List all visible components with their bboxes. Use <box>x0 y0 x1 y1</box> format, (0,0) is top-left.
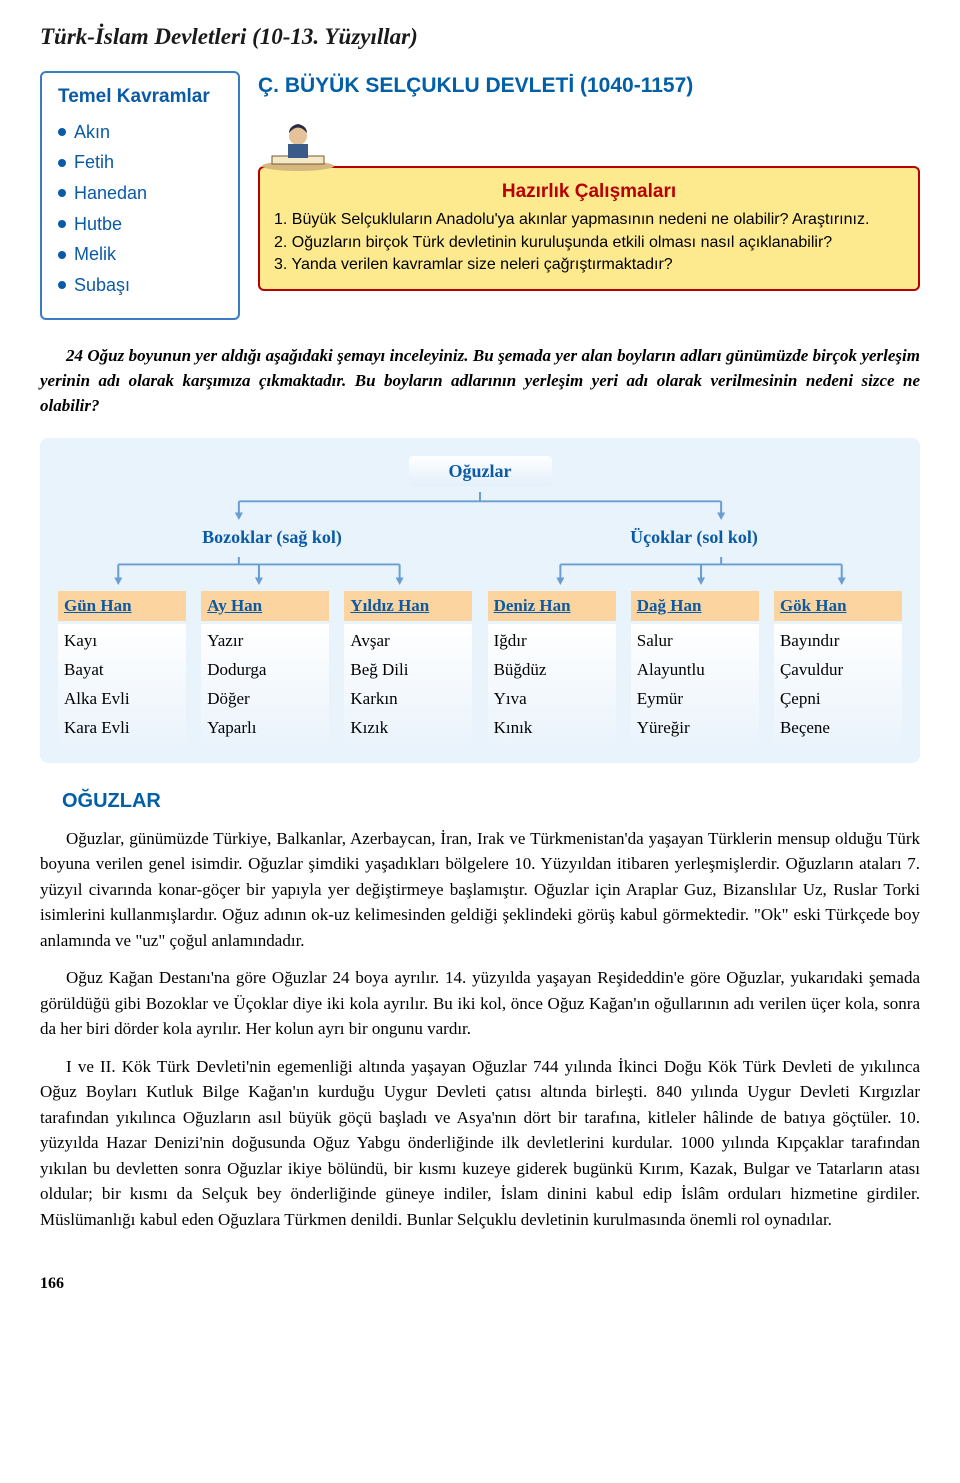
leaf-column: Dağ HanSalurAlayuntluEymürYüreğir <box>631 591 759 749</box>
leaf-item: Dodurga <box>207 656 329 685</box>
leaf-items: YazırDodurgaDöğerYaparlı <box>201 624 329 749</box>
leaf-item: Büğdüz <box>494 656 616 685</box>
leaf-item: Döğer <box>207 685 329 714</box>
leaf-item: Alayuntlu <box>637 656 759 685</box>
bullet-icon <box>58 159 66 167</box>
leaf-column: Gök HanBayındırÇavuldurÇepniBeçene <box>774 591 902 749</box>
leaf-item: Yıva <box>494 685 616 714</box>
leaf-items: BayındırÇavuldurÇepniBeçene <box>774 624 902 749</box>
leaf-column: Gün HanKayıBayatAlka EvliKara Evli <box>58 591 186 749</box>
study-illustration-row <box>258 112 920 166</box>
concept-item: Fetih <box>58 147 222 178</box>
leaf-column: Deniz HanIğdırBüğdüzYıvaKınık <box>488 591 616 749</box>
prep-box: Hazırlık Çalışmaları 1. Büyük Selçuklula… <box>258 166 920 291</box>
bullet-icon <box>58 189 66 197</box>
concept-item: Hutbe <box>58 209 222 240</box>
concept-item: Melik <box>58 239 222 270</box>
oguzlar-para-3: I ve II. Kök Türk Devleti'nin egemenliği… <box>40 1054 920 1233</box>
bullet-icon <box>58 128 66 136</box>
leaf-head: Ay Han <box>201 591 329 622</box>
leaf-item: Kara Evli <box>64 714 186 743</box>
oguzlar-para-1: Oğuzlar, günümüzde Türkiye, Balkanlar, A… <box>40 826 920 954</box>
concept-item: Akın <box>58 117 222 148</box>
leaf-item: Beçene <box>780 714 902 743</box>
leaf-head: Dağ Han <box>631 591 759 622</box>
leaf-column: Ay HanYazırDodurgaDöğerYaparlı <box>201 591 329 749</box>
leaf-item: Çavuldur <box>780 656 902 685</box>
leaf-items: KayıBayatAlka EvliKara Evli <box>58 624 186 749</box>
page-number: 166 <box>40 1272 920 1295</box>
schema-lines-level-2 <box>58 557 902 585</box>
leaf-items: AvşarBeğ DiliKarkınKızık <box>344 624 472 749</box>
leaf-item: Salur <box>637 627 759 656</box>
leaf-item: Alka Evli <box>64 685 186 714</box>
concept-item: Hanedan <box>58 178 222 209</box>
leaf-item: Yaparlı <box>207 714 329 743</box>
study-person-icon <box>258 112 338 172</box>
schema-branches: Bozoklar (sağ kol) Üçoklar (sol kol) <box>58 524 902 550</box>
concept-label: Fetih <box>74 147 114 178</box>
schema-root-label: Oğuzlar <box>409 456 552 486</box>
leaf-item: Kızık <box>350 714 472 743</box>
bullet-icon <box>58 220 66 228</box>
page-title: Türk-İslam Devletleri (10-13. Yüzyıllar) <box>40 20 920 53</box>
prep-title: Hazırlık Çalışmaları <box>274 178 904 206</box>
leaf-items: IğdırBüğdüzYıvaKınık <box>488 624 616 749</box>
leaf-head: Gök Han <box>774 591 902 622</box>
leaf-item: Yüreğir <box>637 714 759 743</box>
prep-body: 1. Büyük Selçukluların Anadolu'ya akınla… <box>274 209 904 276</box>
concept-label: Hanedan <box>74 178 147 209</box>
leaf-item: Çepni <box>780 685 902 714</box>
concepts-title: Temel Kavramlar <box>58 83 222 111</box>
oguzlar-para-2: Oğuz Kağan Destanı'na göre Oğuzlar 24 bo… <box>40 965 920 1042</box>
leaf-head: Gün Han <box>58 591 186 622</box>
leaf-column: Yıldız HanAvşarBeğ DiliKarkınKızık <box>344 591 472 749</box>
leaf-head: Yıldız Han <box>344 591 472 622</box>
leaf-item: Iğdır <box>494 627 616 656</box>
concept-item: Subaşı <box>58 270 222 301</box>
leaf-item: Bayındır <box>780 627 902 656</box>
branch-label: Üçoklar (sol kol) <box>630 524 758 550</box>
leaf-item: Bayat <box>64 656 186 685</box>
leaf-head: Deniz Han <box>488 591 616 622</box>
leaf-item: Beğ Dili <box>350 656 472 685</box>
schema-lines-level-1 <box>58 492 902 520</box>
leaf-item: Kınık <box>494 714 616 743</box>
bullet-icon <box>58 281 66 289</box>
top-row: Temel Kavramlar Akın Fetih Hanedan Hutbe… <box>40 71 920 320</box>
schema-diagram: Oğuzlar Bozoklar (sağ kol) Üçoklar (sol … <box>40 438 920 762</box>
branch-label: Bozoklar (sağ kol) <box>202 524 342 550</box>
schema-leaves: Gün HanKayıBayatAlka EvliKara EvliAy Han… <box>58 591 902 749</box>
oguzlar-heading: OĞUZLAR <box>62 787 920 816</box>
concepts-box: Temel Kavramlar Akın Fetih Hanedan Hutbe… <box>40 71 240 320</box>
concept-label: Subaşı <box>74 270 130 301</box>
leaf-item: Eymür <box>637 685 759 714</box>
leaf-items: SalurAlayuntluEymürYüreğir <box>631 624 759 749</box>
concept-label: Melik <box>74 239 116 270</box>
section-title: Ç. BÜYÜK SELÇUKLU DEVLETİ (1040-1157) <box>258 71 920 101</box>
leaf-item: Yazır <box>207 627 329 656</box>
section-wrap: Ç. BÜYÜK SELÇUKLU DEVLETİ (1040-1157) Ha… <box>258 71 920 290</box>
bullet-icon <box>58 251 66 259</box>
leaf-item: Karkın <box>350 685 472 714</box>
concept-label: Hutbe <box>74 209 122 240</box>
activity-text: 24 Oğuz boyunun yer aldığı aşağıdaki şem… <box>40 344 920 418</box>
concept-label: Akın <box>74 117 110 148</box>
leaf-item: Kayı <box>64 627 186 656</box>
leaf-item: Avşar <box>350 627 472 656</box>
schema-root: Oğuzlar <box>58 456 902 486</box>
